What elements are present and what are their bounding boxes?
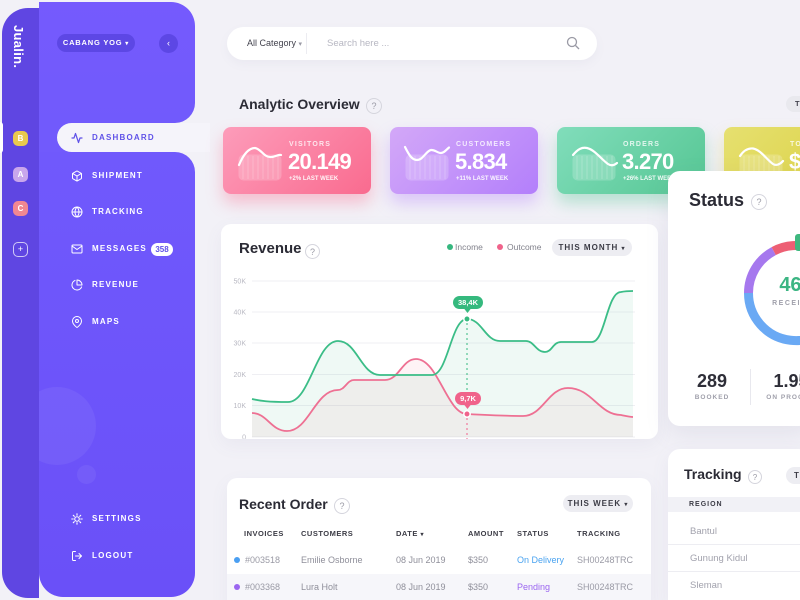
svg-text:40K: 40K	[234, 310, 247, 317]
svg-text:30K: 30K	[234, 341, 247, 348]
svg-text:38,4K: 38,4K	[458, 298, 479, 307]
svg-text:0: 0	[242, 435, 246, 440]
svg-text:50K: 50K	[234, 279, 247, 286]
svg-text:10K: 10K	[234, 403, 247, 410]
svg-text:9,7K: 9,7K	[460, 394, 476, 403]
svg-text:20K: 20K	[234, 372, 247, 379]
